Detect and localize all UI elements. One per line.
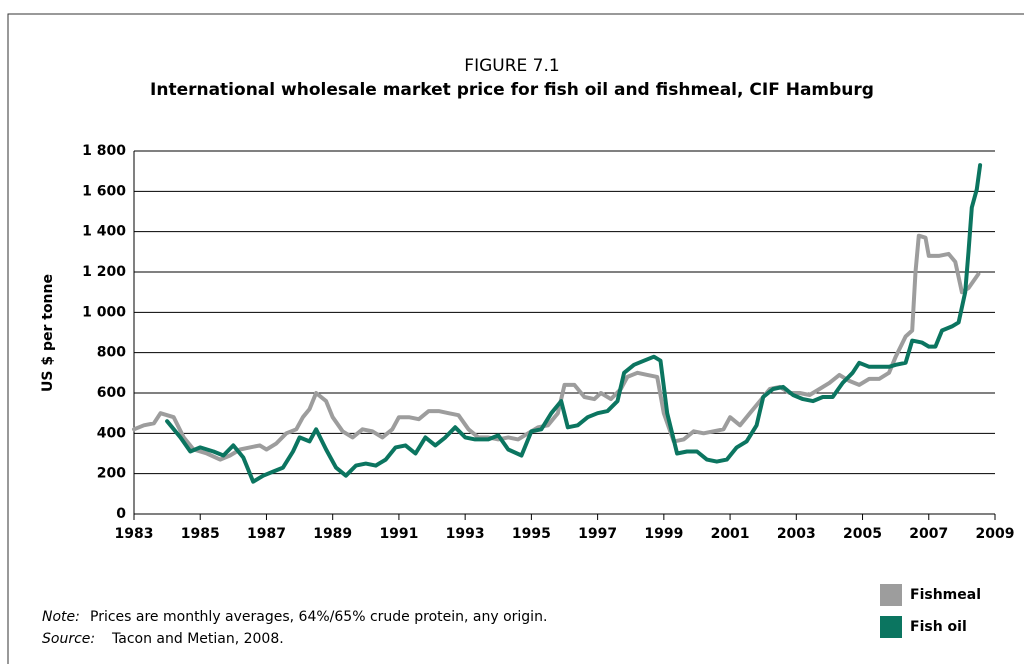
- series-line: [132, 233, 981, 462]
- x-tick-label: 1983: [115, 526, 154, 542]
- x-tick-label: 2005: [843, 526, 882, 542]
- x-tick-label: 1989: [313, 526, 352, 542]
- y-tick-label: 800: [97, 345, 126, 361]
- y-tick-label: 1 600: [82, 183, 126, 199]
- y-axis-label: US $ per tonne: [40, 274, 56, 392]
- x-tick-label: 2001: [711, 526, 750, 542]
- y-tick-label: 1 800: [82, 143, 126, 159]
- y-tick-label: 1 000: [82, 304, 126, 320]
- y-tick-label: 0: [116, 506, 126, 522]
- note-label: Note:: [42, 609, 80, 625]
- x-tick-label: 2009: [976, 526, 1015, 542]
- chart-title: FIGURE 7.1: [464, 56, 559, 76]
- x-tick-label: 2003: [777, 526, 816, 542]
- x-tick-label: 1987: [247, 526, 286, 542]
- x-tick-label: 1995: [512, 526, 551, 542]
- x-tick-label: 2007: [909, 526, 948, 542]
- source: Tacon and Metian, 2008.: [111, 631, 284, 647]
- legend-swatch: [880, 616, 902, 638]
- y-tick-label: 600: [97, 385, 126, 401]
- y-tick-label: 200: [97, 466, 126, 482]
- chart-subtitle: International wholesale market price for…: [150, 80, 874, 100]
- series-line: [165, 163, 983, 484]
- legend-label: Fish oil: [910, 619, 967, 635]
- legend-label: Fishmeal: [910, 587, 981, 603]
- frame: [7, 13, 1024, 664]
- x-tick-label: 1999: [644, 526, 683, 542]
- y-tick-label: 400: [97, 425, 126, 441]
- x-tick-label: 1985: [181, 526, 220, 542]
- x-tick-label: 1993: [446, 526, 485, 542]
- y-tick-label: 1 400: [82, 224, 126, 240]
- source-label: Source:: [42, 631, 95, 647]
- y-tick-label: 1 200: [82, 264, 126, 280]
- x-tick-label: 1997: [578, 526, 617, 542]
- note: Prices are monthly averages, 64%/65% cru…: [90, 609, 547, 625]
- x-tick-label: 1991: [379, 526, 418, 542]
- legend-swatch: [880, 584, 902, 606]
